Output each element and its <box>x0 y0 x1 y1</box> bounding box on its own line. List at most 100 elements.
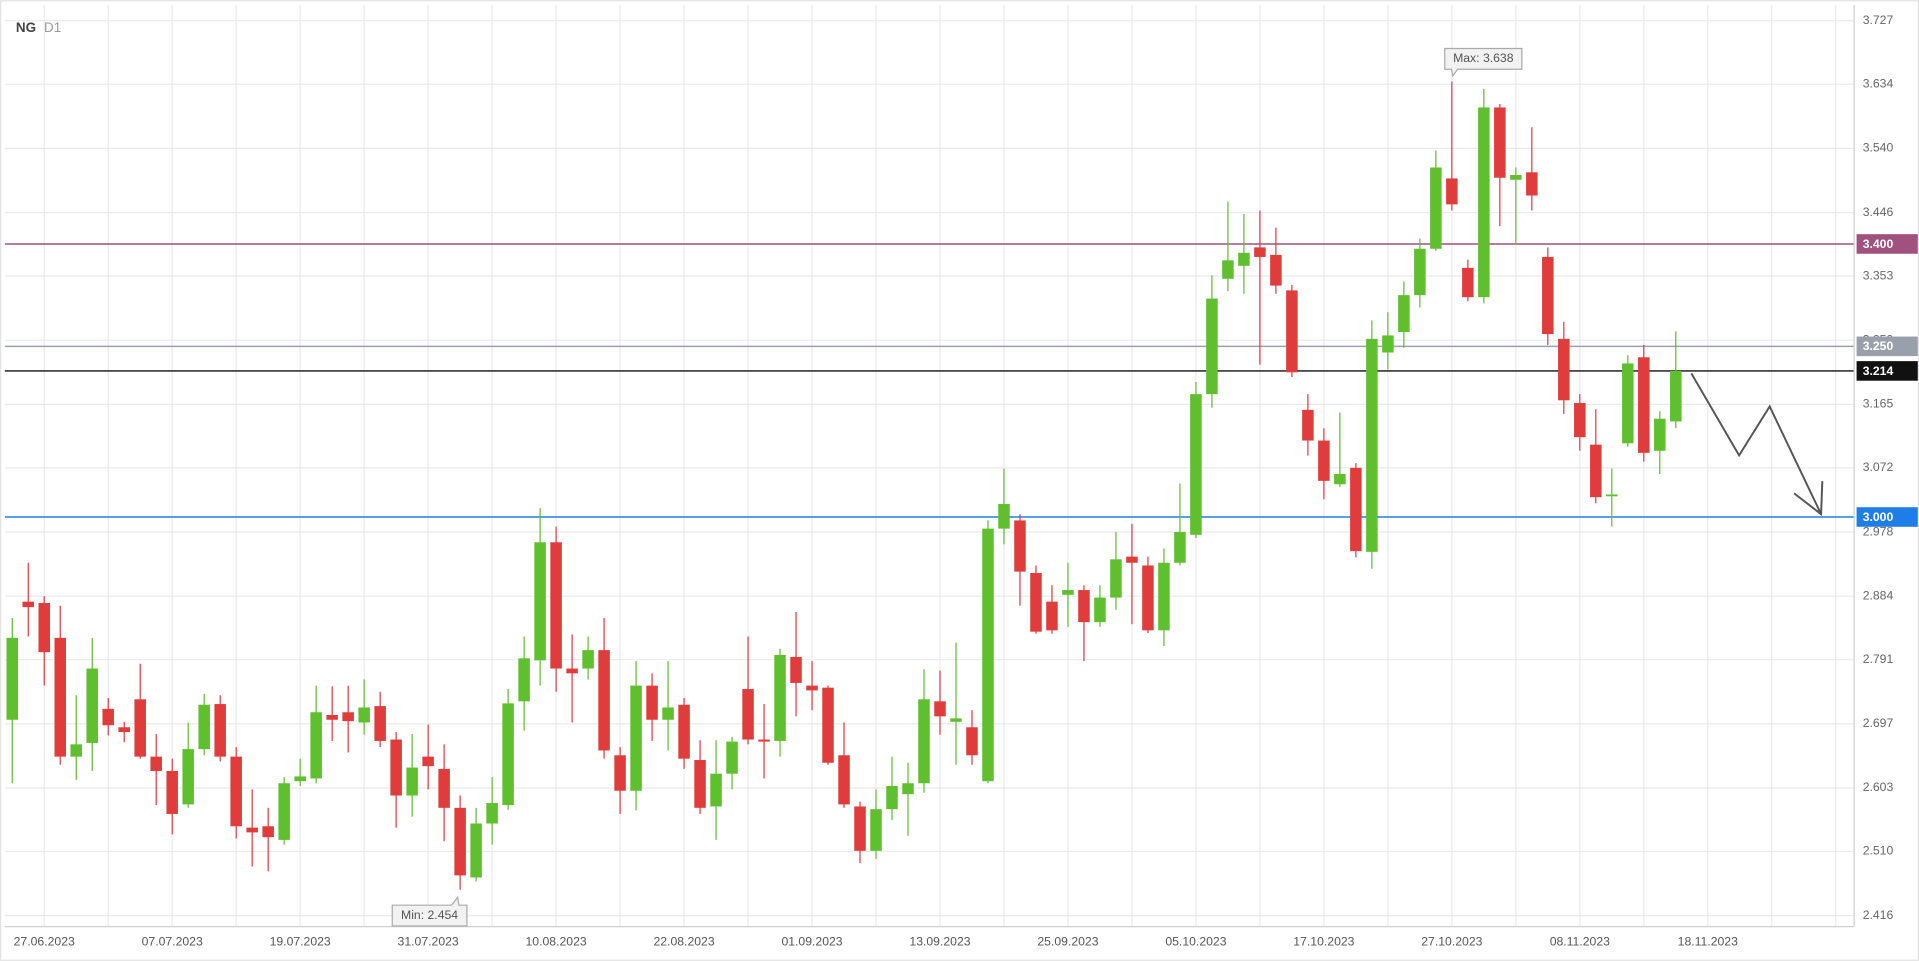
axis-labels: 3.7273.6343.5403.4463.3533.2593.1653.072… <box>14 13 1918 949</box>
candle-body <box>1222 260 1234 279</box>
y-tick-label: 3.540 <box>1863 141 1894 155</box>
candle-body <box>1142 565 1154 631</box>
candle-body <box>1670 370 1682 422</box>
candle-body <box>822 687 834 763</box>
candle-body <box>102 708 114 726</box>
x-tick-label: 13.09.2023 <box>909 935 970 949</box>
candle-body <box>502 703 514 806</box>
candle-body <box>806 685 818 691</box>
annotation-text: Min: 2.454 <box>401 908 458 922</box>
y-tick-label: 2.884 <box>1863 588 1894 602</box>
candle-body <box>1558 338 1570 401</box>
candle-body <box>1270 254 1282 286</box>
x-tick-label: 31.07.2023 <box>398 935 459 949</box>
candle-body <box>278 783 290 840</box>
candle-body <box>678 704 690 759</box>
x-tick-label: 07.07.2023 <box>142 935 203 949</box>
y-tick-label: 3.353 <box>1863 268 1894 282</box>
x-tick-label: 01.09.2023 <box>781 935 842 949</box>
candle-body <box>918 699 930 784</box>
candle-body <box>534 542 546 661</box>
candle-body <box>758 739 770 742</box>
candle-body <box>262 826 274 838</box>
candle-body <box>1446 178 1458 205</box>
candle-body <box>294 776 306 782</box>
candle-body <box>310 712 322 779</box>
y-tick-label: 2.978 <box>1863 524 1894 538</box>
candle-body <box>1190 394 1202 535</box>
x-tick-label: 05.10.2023 <box>1165 935 1226 949</box>
candle-body <box>950 718 962 722</box>
y-tick-label: 3.634 <box>1863 76 1894 90</box>
candle-body <box>966 727 978 756</box>
candle-body <box>518 658 530 702</box>
y-tick-label: 2.697 <box>1863 716 1894 730</box>
candle-body <box>934 701 946 717</box>
candle-body <box>1462 267 1474 298</box>
candle-body <box>1110 559 1122 598</box>
forecast-path <box>1690 372 1822 515</box>
candle-body <box>486 803 498 824</box>
candle-body <box>1318 440 1330 481</box>
candle-body <box>1350 467 1362 552</box>
candle-body <box>118 727 130 733</box>
candle-body <box>1094 597 1106 623</box>
candle-body <box>566 668 578 674</box>
candle-body <box>230 756 242 827</box>
x-tick-label: 08.11.2023 <box>1550 935 1610 949</box>
candle-body <box>1334 474 1346 485</box>
candle-body <box>1286 290 1298 373</box>
candle-body <box>6 637 18 720</box>
annotation-box <box>1444 47 1523 78</box>
level-label: 3.214 <box>1863 364 1894 378</box>
y-tick-label: 3.446 <box>1863 205 1894 219</box>
candle-body <box>214 704 226 757</box>
candle-body <box>694 760 706 808</box>
candle-body <box>1526 172 1538 196</box>
min-annotation: Min: 2.454 <box>391 895 468 927</box>
candle-body <box>598 650 610 751</box>
arrow-head <box>1793 481 1824 517</box>
max-annotation: Max: 3.638 <box>1444 47 1523 78</box>
level-tag <box>1856 234 1918 254</box>
candle-body <box>886 785 898 810</box>
candle-body <box>1606 494 1618 497</box>
candle-body <box>1014 520 1026 572</box>
candle-body <box>1414 248 1426 296</box>
candle-body <box>1382 335 1394 353</box>
candle-body <box>406 767 418 796</box>
candle-body <box>630 685 642 791</box>
candle-body <box>726 741 738 774</box>
y-tick-label: 2.416 <box>1863 908 1894 922</box>
candle-body <box>774 654 786 741</box>
y-tick-label: 2.510 <box>1863 844 1894 858</box>
x-tick-label: 10.08.2023 <box>526 935 587 949</box>
candle-body <box>342 712 354 722</box>
candle-body <box>662 707 674 720</box>
level-label: 3.400 <box>1863 237 1894 251</box>
candle-body <box>1206 298 1218 395</box>
candle-body <box>22 601 34 608</box>
x-tick-label: 27.06.2023 <box>14 935 75 949</box>
candle-body <box>326 714 338 720</box>
candle-body <box>550 542 562 669</box>
candle-body <box>1158 562 1170 631</box>
candle-body <box>1254 247 1266 257</box>
candle-body <box>1590 444 1602 498</box>
candles <box>6 81 1682 890</box>
candle-body <box>1398 295 1410 333</box>
candle-body <box>246 827 258 833</box>
level-tag <box>1856 507 1918 527</box>
candle-body <box>1510 175 1522 180</box>
candle-body <box>870 809 882 851</box>
candle-body <box>902 783 914 795</box>
candle-body <box>614 755 626 791</box>
candle-body <box>982 528 994 782</box>
candle-body <box>1478 107 1490 298</box>
candle-body <box>1494 107 1506 178</box>
candle-body <box>790 656 802 683</box>
timeframe: D1 <box>44 20 61 35</box>
levels <box>4 243 1855 518</box>
